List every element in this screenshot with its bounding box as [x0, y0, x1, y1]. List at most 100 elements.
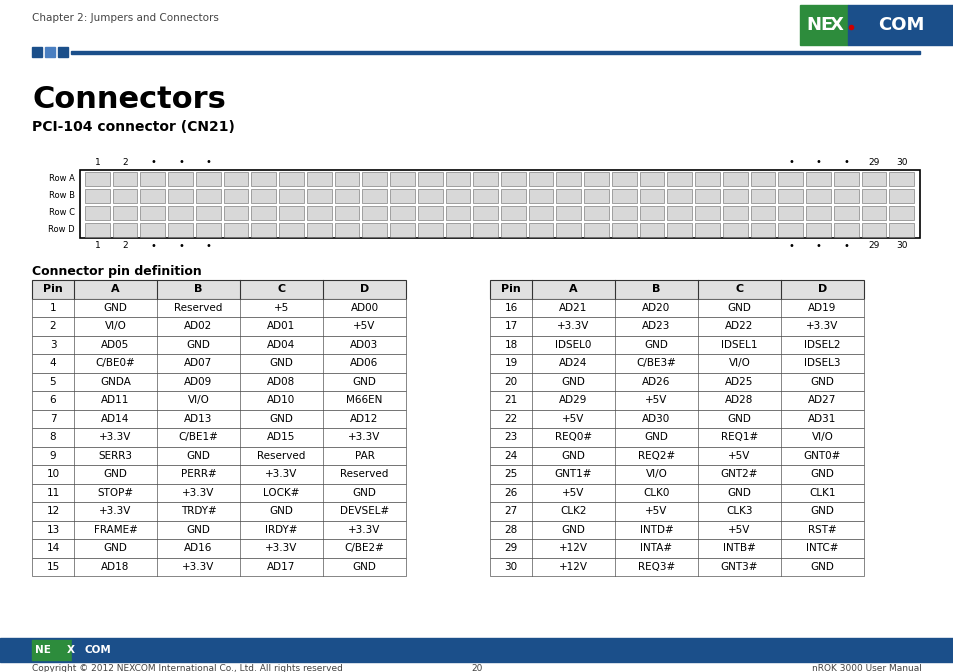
Text: Connectors: Connectors: [32, 85, 226, 114]
Bar: [85, 222, 110, 237]
Bar: [252, 222, 275, 237]
Text: 2: 2: [123, 158, 129, 167]
Text: •: •: [815, 241, 821, 251]
Bar: [583, 189, 608, 202]
Text: 29: 29: [868, 158, 880, 167]
Text: GND: GND: [353, 488, 376, 498]
Text: COM: COM: [85, 645, 112, 655]
Bar: [32, 298, 406, 317]
Bar: [473, 222, 497, 237]
Text: NE: NE: [805, 16, 832, 34]
Bar: [335, 171, 359, 185]
Bar: [805, 206, 830, 220]
Bar: [32, 409, 406, 428]
Text: AD06: AD06: [350, 358, 378, 368]
Text: 10: 10: [47, 469, 59, 479]
Bar: [223, 189, 248, 202]
Bar: [195, 222, 220, 237]
Text: FRAME#: FRAME#: [93, 525, 137, 535]
Text: GND: GND: [187, 340, 211, 349]
Bar: [279, 189, 304, 202]
Text: 3: 3: [50, 340, 56, 349]
Bar: [390, 222, 415, 237]
Bar: [168, 206, 193, 220]
Bar: [195, 171, 220, 185]
Text: CLK2: CLK2: [559, 506, 586, 516]
Bar: [140, 206, 165, 220]
Bar: [695, 222, 720, 237]
Bar: [695, 189, 720, 202]
Text: 17: 17: [504, 321, 517, 331]
Text: 19: 19: [504, 358, 517, 368]
Text: 11: 11: [47, 488, 59, 498]
Text: AD19: AD19: [807, 303, 836, 312]
Text: AD08: AD08: [267, 377, 295, 387]
Bar: [490, 317, 863, 335]
Bar: [307, 171, 332, 185]
Text: IDSEL2: IDSEL2: [803, 340, 840, 349]
Text: GND: GND: [727, 414, 751, 424]
Text: +3.3V: +3.3V: [182, 562, 214, 572]
Text: AD16: AD16: [184, 543, 213, 553]
Bar: [861, 189, 885, 202]
Text: D: D: [359, 284, 369, 294]
Bar: [71, 640, 124, 660]
Text: •: •: [178, 241, 184, 251]
Text: AD18: AD18: [101, 562, 130, 572]
Bar: [80, 170, 919, 238]
Text: AD04: AD04: [267, 340, 295, 349]
Text: AD05: AD05: [101, 340, 130, 349]
Text: +5V: +5V: [353, 321, 375, 331]
Text: RST#: RST#: [807, 525, 836, 535]
Text: COM: COM: [877, 16, 923, 34]
Bar: [556, 222, 580, 237]
Text: GND: GND: [810, 506, 834, 516]
Text: 30: 30: [896, 158, 907, 167]
Text: GNT0#: GNT0#: [803, 451, 841, 461]
Text: Connector pin definition: Connector pin definition: [32, 265, 201, 278]
Text: 26: 26: [504, 488, 517, 498]
Text: AD03: AD03: [350, 340, 378, 349]
Bar: [252, 206, 275, 220]
Text: AD28: AD28: [724, 395, 753, 405]
Text: 14: 14: [47, 543, 59, 553]
Bar: [750, 189, 775, 202]
Text: GND: GND: [187, 451, 211, 461]
Bar: [500, 206, 525, 220]
Bar: [500, 189, 525, 202]
Text: B: B: [194, 284, 202, 294]
Bar: [335, 206, 359, 220]
Bar: [490, 298, 863, 317]
Bar: [500, 171, 525, 185]
Text: VI/O: VI/O: [645, 469, 667, 479]
Text: 15: 15: [47, 562, 59, 572]
Bar: [528, 189, 553, 202]
Bar: [833, 171, 858, 185]
Text: C/BE1#: C/BE1#: [178, 432, 218, 442]
Text: 24: 24: [504, 451, 517, 461]
Bar: [252, 171, 275, 185]
Text: AD24: AD24: [558, 358, 587, 368]
Bar: [58, 47, 68, 57]
Text: D: D: [817, 284, 826, 294]
Text: GND: GND: [270, 506, 294, 516]
Bar: [473, 189, 497, 202]
Text: GNT2#: GNT2#: [720, 469, 758, 479]
Text: 13: 13: [47, 525, 59, 535]
Text: AD30: AD30: [641, 414, 670, 424]
Bar: [112, 222, 137, 237]
Text: INTA#: INTA#: [639, 543, 672, 553]
Text: CLK0: CLK0: [642, 488, 669, 498]
Bar: [223, 171, 248, 185]
Text: AD31: AD31: [807, 414, 836, 424]
Text: GND: GND: [353, 377, 376, 387]
Bar: [528, 222, 553, 237]
Text: 29: 29: [868, 241, 880, 250]
Bar: [722, 171, 747, 185]
Bar: [195, 206, 220, 220]
Bar: [490, 521, 863, 539]
Text: +3.3V: +3.3V: [182, 488, 214, 498]
Text: Copyright © 2012 NEXCOM International Co., Ltd. All rights reserved: Copyright © 2012 NEXCOM International Co…: [32, 664, 342, 672]
Bar: [168, 222, 193, 237]
Text: +5V: +5V: [727, 451, 750, 461]
